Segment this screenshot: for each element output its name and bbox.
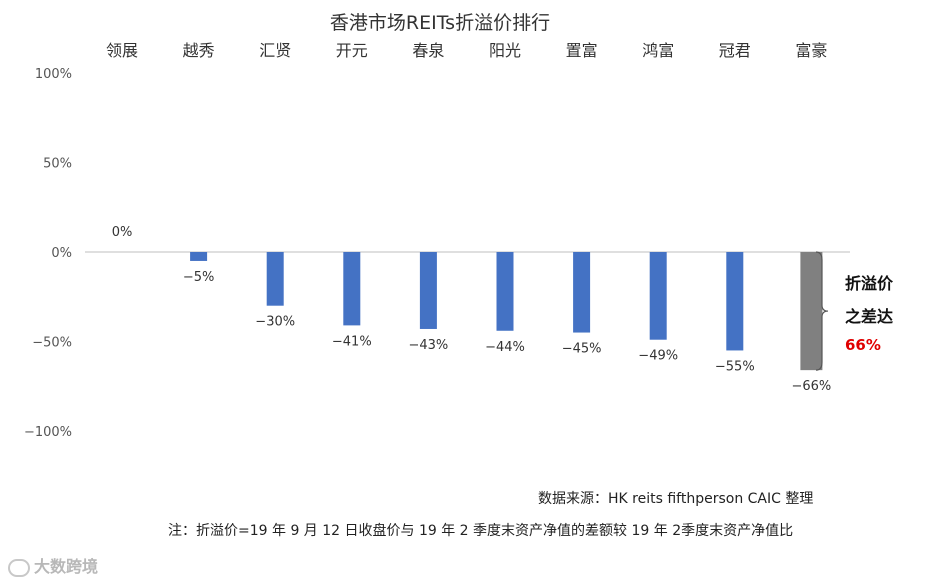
data-label: −66%: [792, 379, 832, 394]
bar: [343, 252, 361, 326]
bar: [649, 252, 667, 340]
category-label: 置富: [566, 41, 598, 60]
annotation-line1: 折溢价: [845, 274, 894, 293]
watermark: 大数跨境: [8, 553, 98, 577]
data-label: −55%: [715, 359, 755, 374]
annotation-line2: 之差达: [845, 307, 894, 326]
y-tick-label: 0%: [51, 246, 72, 261]
y-tick-label: −100%: [24, 425, 72, 440]
data-label: −41%: [332, 334, 372, 349]
data-source: 数据来源：HK reits fifthperson CAIC 整理: [538, 491, 814, 507]
category-label: 开元: [336, 41, 368, 60]
data-label: −43%: [409, 338, 449, 353]
category-label: 汇贤: [259, 41, 291, 60]
annotation-value: 66%: [845, 336, 881, 354]
bar: [726, 252, 744, 351]
bar: [800, 252, 823, 371]
bar: [190, 252, 208, 261]
category-label: 领展: [106, 41, 138, 60]
bar: [496, 252, 514, 331]
y-tick-label: −50%: [32, 336, 72, 351]
category-label: 阳光: [489, 41, 521, 60]
category-label: 春泉: [412, 41, 444, 60]
data-label: 0%: [112, 225, 133, 240]
annotation-bracket: [815, 251, 829, 371]
data-label: −44%: [485, 340, 525, 355]
data-label: −49%: [638, 349, 678, 364]
bar: [266, 252, 284, 306]
footnote: 注：折溢价=19 年 9 月 12 日收盘价与 19 年 2 季度末资产净值的差…: [168, 523, 794, 539]
data-label: −30%: [255, 315, 295, 330]
bar: [419, 252, 437, 329]
category-label: 越秀: [183, 41, 215, 60]
watermark-text: 大数跨境: [34, 557, 99, 576]
category-label: 富豪: [795, 41, 827, 60]
chart-title: 香港市场REITs折溢价排行: [329, 12, 551, 34]
data-label: −5%: [183, 270, 215, 285]
category-label: 鸿富: [642, 41, 674, 60]
bar: [573, 252, 591, 333]
y-tick-label: 100%: [35, 67, 72, 82]
watermark-logo-icon: [8, 558, 30, 577]
y-tick-label: 50%: [43, 157, 72, 172]
data-label: −45%: [562, 342, 602, 357]
category-label: 冠君: [719, 41, 751, 60]
